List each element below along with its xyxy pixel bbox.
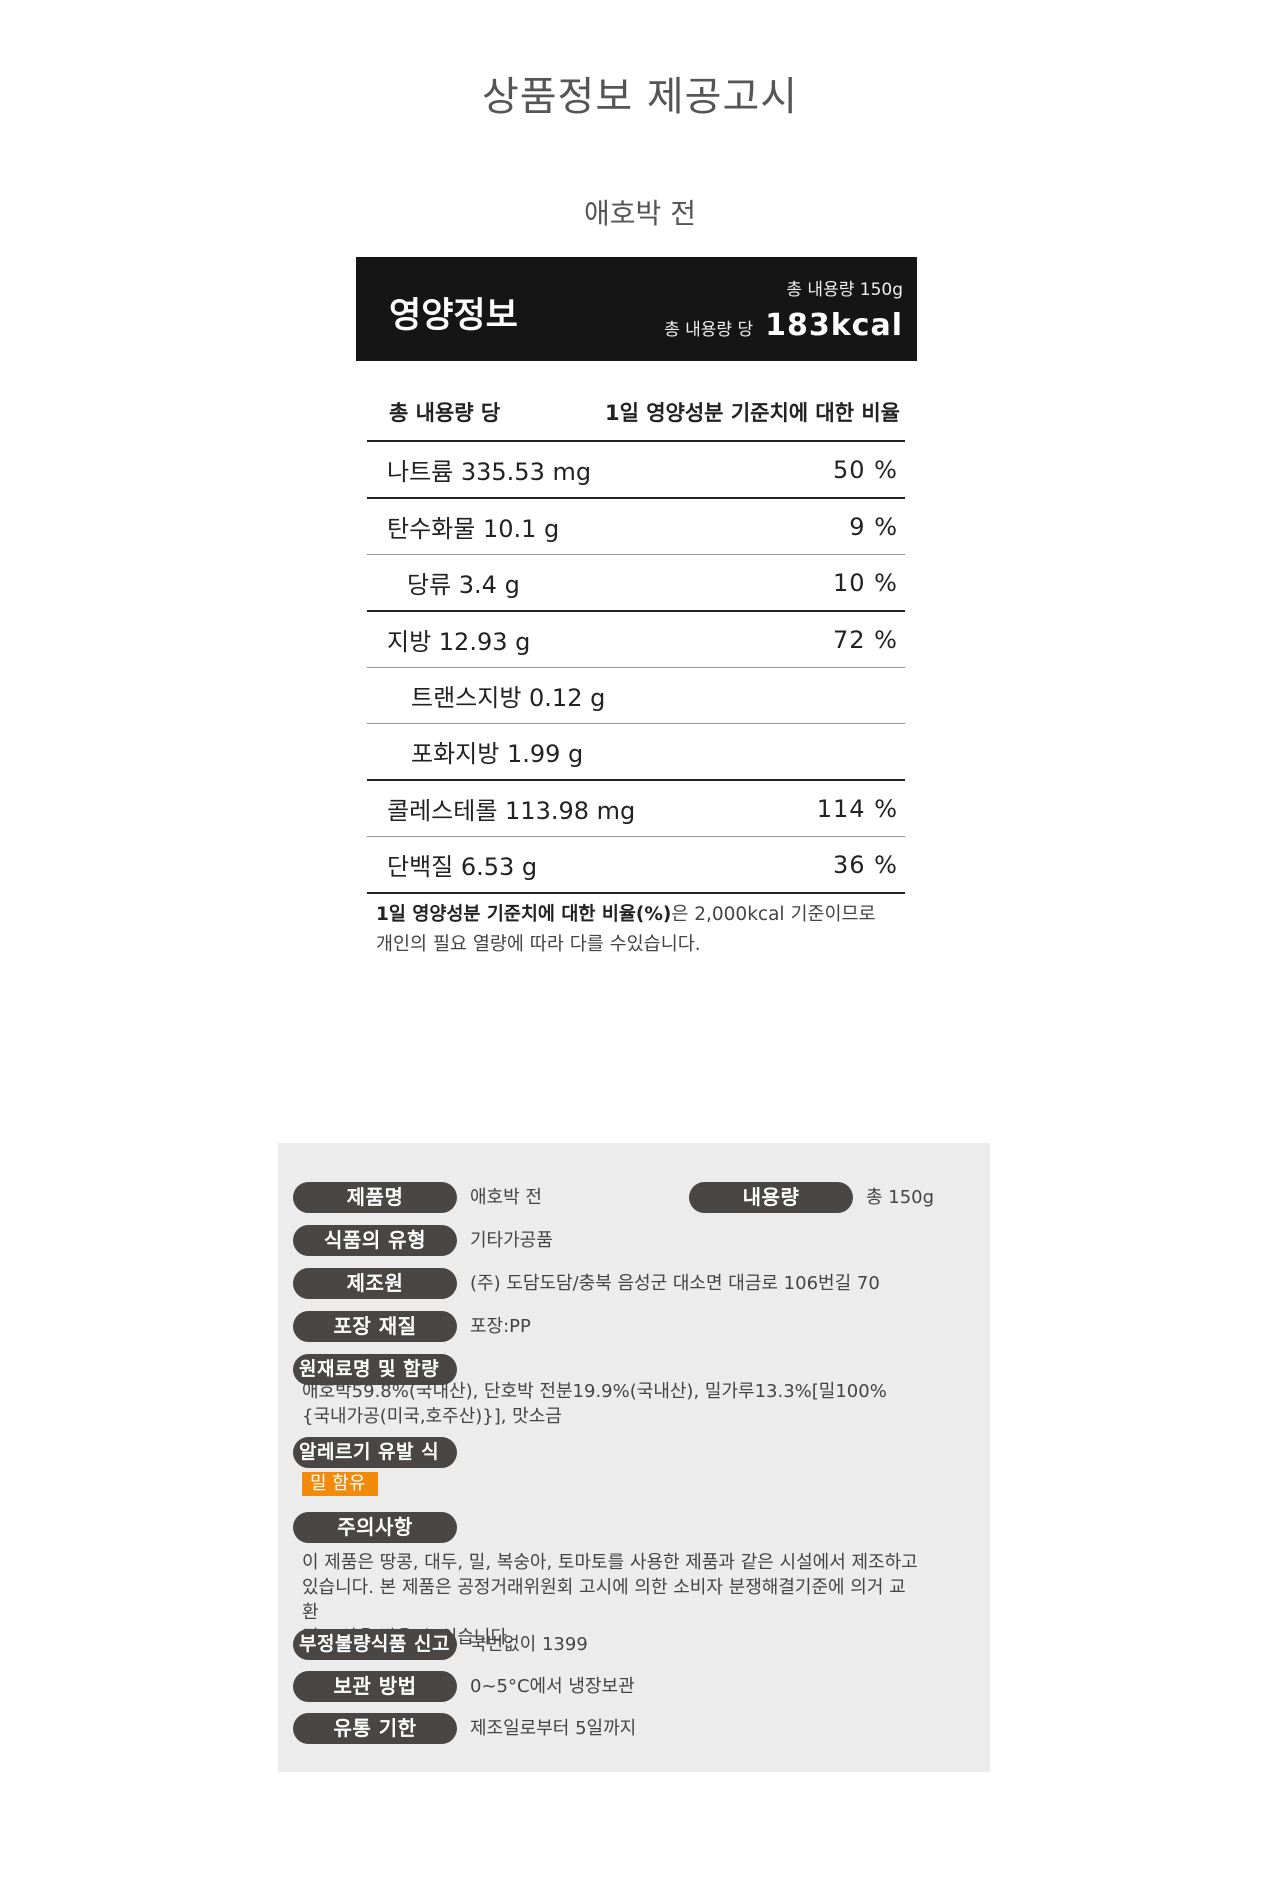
value-product: 애호박 전 — [470, 1187, 542, 1208]
nutrient-row-sodium: 나트륨 335.53 mg 50 % — [367, 442, 905, 499]
nutrient-name: 트랜스지방 0.12 g — [411, 684, 606, 712]
label-report: 부정불량식품 신고 — [293, 1629, 457, 1660]
nutrient-pct: 50 % — [833, 455, 898, 484]
value-amount: 총 150g — [866, 1187, 935, 1208]
note-line2: 개인의 필요 열량에 따라 다를 수있습니다. — [376, 934, 701, 955]
nutrient-name: 포화지방 1.99 g — [411, 740, 584, 768]
nutrient-name: 당류 3.4 g — [407, 571, 520, 599]
label-ingredients: 원재료명 및 함량 — [293, 1354, 457, 1385]
nutrient-row-carbs: 탄수화물 10.1 g 9 % — [367, 499, 905, 555]
nutrient-name: 나트륨 335.53 mg — [387, 458, 592, 486]
nutrient-row-sat-fat: 포화지방 1.99 g — [367, 724, 905, 781]
note-rest: 은 2,000kcal 기준이므로 — [671, 904, 876, 925]
label-product: 제품명 — [293, 1182, 457, 1213]
kcal-row: 총 내용량 당 183kcal — [664, 308, 903, 343]
note-bold: 1일 영양성분 기준치에 대한 비율(%) — [376, 904, 672, 925]
table-header-left: 총 내용량 당 — [389, 401, 501, 425]
nutrient-pct: 9 % — [849, 512, 898, 541]
nutrient-row-fat: 지방 12.93 g 72 % — [367, 612, 905, 668]
nutrient-pct: 72 % — [833, 625, 898, 654]
nutrition-header: 영양정보 총 내용량 150g 총 내용량 당 183kcal — [356, 257, 917, 361]
label-expiry: 유통 기한 — [293, 1713, 457, 1744]
value-ingredients: 애호박59.8%(국내산), 단호박 전분19.9%(국내산), 밀가루13.3… — [302, 1379, 922, 1429]
nutrient-name: 콜레스테롤 113.98 mg — [387, 797, 636, 825]
label-caution: 주의사항 — [293, 1512, 457, 1543]
nutrient-name: 단백질 6.53 g — [387, 853, 538, 881]
value-package: 포장:PP — [470, 1316, 531, 1337]
nutrient-row-sugar: 당류 3.4 g 10 % — [367, 555, 905, 612]
label-package: 포장 재질 — [293, 1311, 457, 1342]
ingredients-line2: {국내가공(미국,호주산)}], 맛소금 — [302, 1406, 562, 1427]
ingredients-line1: 애호박59.8%(국내산), 단호박 전분19.9%(국내산), 밀가루13.3… — [302, 1381, 887, 1402]
product-name: 애호박 전 — [584, 197, 696, 230]
nutrition-note: 1일 영양성분 기준치에 대한 비율(%)은 2,000kcal 기준이므로 개… — [376, 900, 916, 960]
label-maker: 제조원 — [293, 1268, 457, 1299]
caution-line2: 있습니다. 본 제품은 공정거래위원회 고시에 의한 소비자 분쟁해결기준에 의… — [302, 1577, 906, 1623]
page-title: 상품정보 제공고시 — [481, 74, 799, 120]
nutrient-row-protein: 단백질 6.53 g 36 % — [367, 837, 905, 894]
nutrient-pct: 114 % — [816, 794, 898, 823]
label-allergy: 알레르기 유발 식품 — [293, 1437, 457, 1494]
value-expiry: 제조일로부터 5일까지 — [470, 1718, 637, 1739]
nutrient-row-cholesterol: 콜레스테롤 113.98 mg 114 % — [367, 781, 905, 837]
product-info-box: 제품명 애호박 전 내용량 총 150g 식품의 유형 기타가공품 제조원 (주… — [278, 1143, 990, 1772]
table-header-right: 1일 영양성분 기준치에 대한 비율 — [604, 401, 900, 425]
label-type: 식품의 유형 — [293, 1225, 457, 1256]
nutrition-table-header: 총 내용량 당 1일 영양성분 기준치에 대한 비율 — [367, 384, 905, 442]
nutrient-row-trans-fat: 트랜스지방 0.12 g — [367, 668, 905, 724]
caution-line1: 이 제품은 땅콩, 대두, 밀, 복숭아, 토마토를 사용한 제품과 같은 시설… — [302, 1552, 918, 1573]
nutrient-name: 탄수화물 10.1 g — [387, 515, 560, 543]
nutrition-label: 영양정보 — [389, 296, 518, 336]
value-type: 기타가공품 — [470, 1230, 553, 1251]
value-maker: (주) 도담도담/충북 음성군 대소면 대금로 106번길 70 — [470, 1273, 880, 1294]
value-storage: 0~5°C에서 냉장보관 — [470, 1676, 635, 1697]
nutrition-table: 총 내용량 당 1일 영양성분 기준치에 대한 비율 나트륨 335.53 mg… — [367, 384, 905, 894]
nutrient-pct: 36 % — [833, 850, 898, 879]
value-report: 국번없이 1399 — [470, 1634, 588, 1655]
nutrient-pct: 10 % — [833, 568, 898, 597]
label-storage: 보관 방법 — [293, 1671, 457, 1702]
nutrient-name: 지방 12.93 g — [387, 628, 531, 656]
per-label: 총 내용량 당 — [664, 320, 754, 340]
total-amount: 총 내용량 150g — [786, 280, 903, 300]
label-amount: 내용량 — [689, 1182, 853, 1213]
allergen-badge: 밀 함유 — [302, 1472, 378, 1496]
kcal-value: 183kcal — [765, 308, 903, 343]
